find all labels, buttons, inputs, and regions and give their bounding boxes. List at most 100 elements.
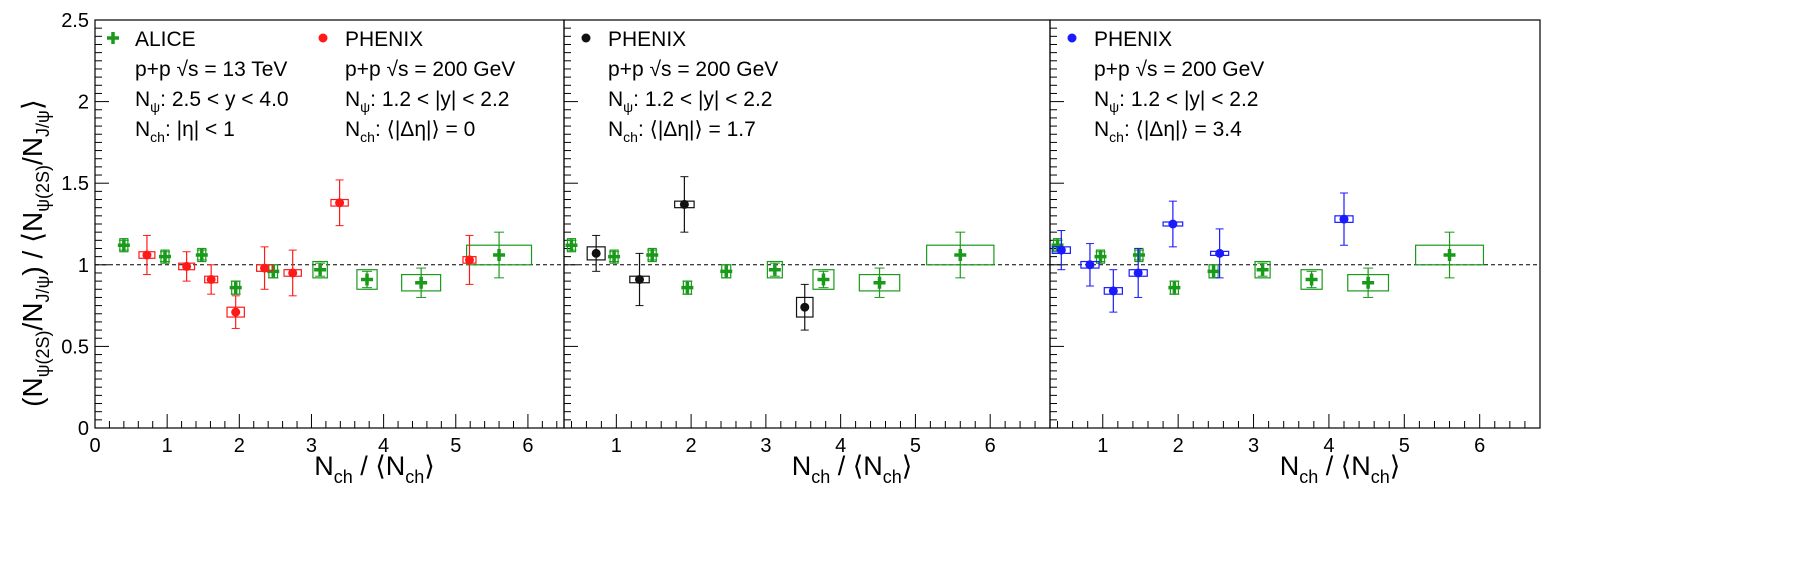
legend-name: ALICE xyxy=(135,28,196,51)
data-point xyxy=(158,249,171,264)
cross-marker xyxy=(681,281,694,294)
cross-marker xyxy=(195,249,208,262)
legend-cross-marker xyxy=(107,32,119,44)
x-axis-label: Nch / ⟨Nch⟩ xyxy=(1280,451,1401,487)
legend-dot-marker xyxy=(318,33,328,43)
panels: 0 1 2 3 4 5 6 Nch / ⟨Nch⟩ 0 0.5 1 1.5 2 2.5 ALICE p+p √… xyxy=(61,10,1541,487)
cross-marker xyxy=(1362,276,1375,289)
data-point xyxy=(1300,269,1323,290)
plot-frame xyxy=(94,19,565,429)
data-point xyxy=(629,252,650,307)
x-tick-label: 5 xyxy=(910,435,921,457)
cross-marker xyxy=(493,249,506,262)
data-point xyxy=(1080,243,1100,287)
data-point xyxy=(1051,230,1071,271)
data-point xyxy=(117,238,130,253)
cross-marker xyxy=(954,249,967,262)
plot-frame xyxy=(1049,19,1541,429)
cross-marker xyxy=(1094,250,1107,263)
data-point xyxy=(674,176,695,233)
cross-marker xyxy=(1256,263,1269,276)
dot-marker xyxy=(206,274,216,284)
data-point xyxy=(608,249,621,264)
dot-marker xyxy=(591,248,601,258)
dot-marker xyxy=(1168,219,1178,229)
data-point xyxy=(858,267,901,298)
x-tick-label: 4 xyxy=(1323,435,1334,457)
series-phenix-2 xyxy=(138,179,477,329)
data-point xyxy=(795,283,814,331)
y-tick-label: 0.5 xyxy=(61,336,89,358)
dot-marker xyxy=(1215,248,1225,258)
data-point xyxy=(178,251,196,282)
data-point xyxy=(401,267,442,298)
legend-dot-marker xyxy=(581,33,591,43)
cross-marker xyxy=(646,249,659,262)
data-point xyxy=(646,247,659,263)
x-tick-label: 3 xyxy=(1248,435,1259,457)
data-point xyxy=(1415,231,1485,279)
y-axis-label: (Nψ(2S)/NJ/ψ) / ⟨Nψ(2S)/NJ/ψ⟩ xyxy=(17,99,53,407)
dot-marker xyxy=(679,199,689,209)
x-tick-label: 5 xyxy=(1399,435,1410,457)
data-point xyxy=(1334,192,1354,246)
data-point xyxy=(226,295,245,329)
legend-name: PHENIX xyxy=(1094,28,1172,51)
series-alice-1 xyxy=(117,231,533,298)
x-axis: 0 1 2 3 4 5 6 xyxy=(89,414,558,457)
cross-marker xyxy=(873,276,886,289)
x-tick-label: 0 xyxy=(89,435,100,457)
data-point xyxy=(812,269,835,290)
data-point xyxy=(766,260,783,279)
panel-3: 1 2 3 4 5 6 Nch / ⟨Nch⟩ PHENIX p+p √s = 200 GeV N… xyxy=(1049,19,1541,487)
x-tick-label: 3 xyxy=(760,435,771,457)
legend-line: Nch: ⟨|Δη|⟩ = 0 xyxy=(345,118,475,145)
legend-line: p+p √s = 13 TeV xyxy=(135,58,287,81)
dot-marker xyxy=(464,255,474,265)
plot-frame xyxy=(563,19,1051,429)
legend-line: Nch: |η| < 1 xyxy=(135,118,235,145)
dot-marker xyxy=(182,261,192,271)
y-tick-label: 0 xyxy=(78,418,89,440)
data-point xyxy=(312,260,328,279)
data-point xyxy=(586,234,606,272)
data-point xyxy=(256,246,274,290)
data-point xyxy=(1254,260,1271,279)
cross-marker xyxy=(361,273,374,286)
x-axis-label: Nch / ⟨Nch⟩ xyxy=(792,451,913,487)
cross-marker xyxy=(817,273,830,286)
panel-1: 0 1 2 3 4 5 6 Nch / ⟨Nch⟩ 0 0.5 1 1.5 2 2.5 ALICE p+p √… xyxy=(61,10,565,487)
data-point xyxy=(229,280,242,295)
y-tick-label: 1 xyxy=(78,255,89,277)
cross-marker xyxy=(1168,281,1181,294)
series-phenix-2 xyxy=(586,176,814,331)
legend-line: Nch: ⟨|Δη|⟩ = 3.4 xyxy=(1094,118,1242,145)
legend-line: Nψ: 1.2 < |y| < 2.2 xyxy=(345,88,510,115)
x-tick-label: 1 xyxy=(1097,435,1108,457)
data-point xyxy=(1168,280,1181,295)
y-axis xyxy=(1050,19,1064,429)
x-tick-label: 6 xyxy=(1474,435,1485,457)
cross-marker xyxy=(229,281,242,294)
systematic-box xyxy=(312,260,328,279)
x-tick-label: 5 xyxy=(450,435,461,457)
data-point xyxy=(195,247,208,263)
data-point xyxy=(465,231,533,279)
cross-marker xyxy=(565,239,578,252)
cross-marker xyxy=(1132,249,1145,262)
systematic-box xyxy=(356,269,378,290)
cross-marker xyxy=(768,263,781,276)
y-tick-label: 2.5 xyxy=(61,10,89,32)
legend-line: Nψ: 1.2 < |y| < 2.2 xyxy=(1094,88,1259,115)
dot-marker xyxy=(288,268,298,278)
legend-phenix-2: PHENIX p+p √s = 200 GeV Nψ: 1.2 < |y| < 2.… xyxy=(581,28,778,145)
data-point xyxy=(283,249,302,297)
cross-marker xyxy=(1305,273,1318,286)
legend-phenix-1: PHENIX p+p √s = 200 GeV Nψ: 1.2 < |y| < 2.… xyxy=(318,28,515,145)
data-point xyxy=(1207,264,1220,279)
legend-line: p+p √s = 200 GeV xyxy=(345,58,515,81)
data-point xyxy=(330,179,349,227)
y-axis: 0 0.5 1 1.5 2 2.5 xyxy=(61,10,109,440)
data-point xyxy=(1347,267,1390,298)
